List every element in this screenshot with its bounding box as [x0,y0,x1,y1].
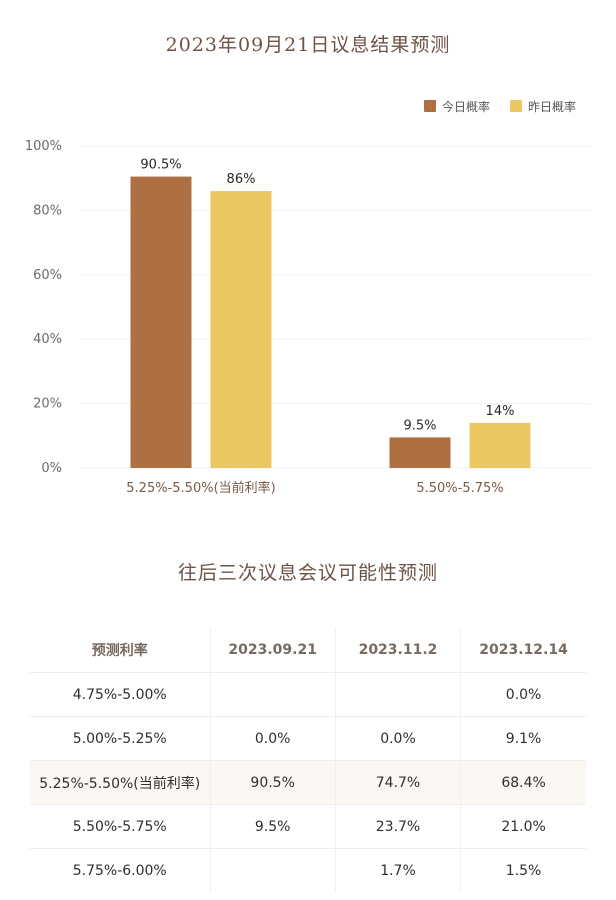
prob-cell [209,848,336,892]
prob-cell: 0.0% [334,716,461,761]
prob-cell: 9.1% [460,716,586,761]
header-rate: 预测利率 [91,643,148,659]
prob-cell: 21.0% [460,804,586,849]
table-row: 5.00%-5.25% 0.0% 0.0% 9.1% [30,716,586,761]
header-date-3: 2023.12.14 [460,628,586,673]
legend-swatch [424,100,436,112]
prob-cell: 68.4% [460,760,586,805]
bar-value-label: 9.5% [403,418,436,433]
bar-value-label: 90.5% [140,158,181,173]
table-row: 5.50%-5.75% 9.5% 23.7% 21.0% [30,804,586,849]
chart-legend: 今日概率 昨日概率 [424,99,576,114]
y-tick-label: 0% [41,461,62,476]
chart-title: 2023年09月21日议息结果预测 [165,34,451,56]
chart-bars: 90.5% 86% 9.5% 14% [130,158,531,468]
table-row-current: 5.25%-5.50%(当前利率) 90.5% 74.7% 68.4% [30,760,586,805]
table-title: 往后三次议息会议可能性预测 [177,562,438,584]
x-axis: 5.25%-5.50%(当前利率) 5.50%-5.75% [126,480,503,496]
bar-value-label: 86% [227,172,256,187]
rate-cell: 4.75%-5.00% [30,672,210,717]
table-header-row: 预测利率 2023.09.21 2023.11.2 2023.12.14 [30,628,586,673]
table-row: 4.75%-5.00% 0.0% [30,672,586,717]
bar [469,422,531,468]
header-date-2: 2023.11.2 [334,628,461,673]
forecast-table: 预测利率 2023.09.21 2023.11.2 2023.12.14 4.7… [30,628,586,892]
prob-cell: 90.5% [209,760,336,805]
x-category-label: 5.25%-5.50%(当前利率) [126,480,275,496]
y-tick-label: 60% [33,268,62,283]
x-category-label: 5.50%-5.75% [416,481,503,496]
header-date-1: 2023.09.21 [209,628,336,673]
bar [210,191,272,468]
prob-cell [334,672,461,717]
rate-cell: 5.25%-5.50%(当前利率) [30,760,210,805]
rate-cell: 5.50%-5.75% [30,804,210,849]
rate-cell: 5.00%-5.25% [30,716,210,761]
prob-cell: 1.5% [460,848,586,892]
y-tick-label: 40% [33,332,62,347]
legend-swatch [510,100,522,112]
prob-cell [209,672,336,717]
bar-value-label: 14% [486,404,515,419]
bar [130,176,192,468]
table-row: 5.75%-6.00% 1.7% 1.5% [30,848,586,892]
y-tick-label: 100% [25,139,62,154]
prob-cell: 0.0% [460,672,586,717]
legend-label: 今日概率 [442,99,490,114]
bar-chart: 今日概率 昨日概率 0% 20% 40% 60% 80% 100% 90.5% 86% 9.5%… [25,99,590,496]
prob-cell: 9.5% [209,804,336,849]
rate-cell: 5.75%-6.00% [30,848,210,892]
prob-cell: 74.7% [334,760,461,805]
y-tick-label: 80% [33,203,62,218]
y-axis: 0% 20% 40% 60% 80% 100% [25,139,62,476]
prob-cell: 23.7% [334,804,461,849]
legend-label: 昨日概率 [528,99,576,114]
prob-cell: 0.0% [209,716,336,761]
prob-cell: 1.7% [334,848,461,892]
bar [389,437,451,468]
y-tick-label: 20% [33,397,62,412]
